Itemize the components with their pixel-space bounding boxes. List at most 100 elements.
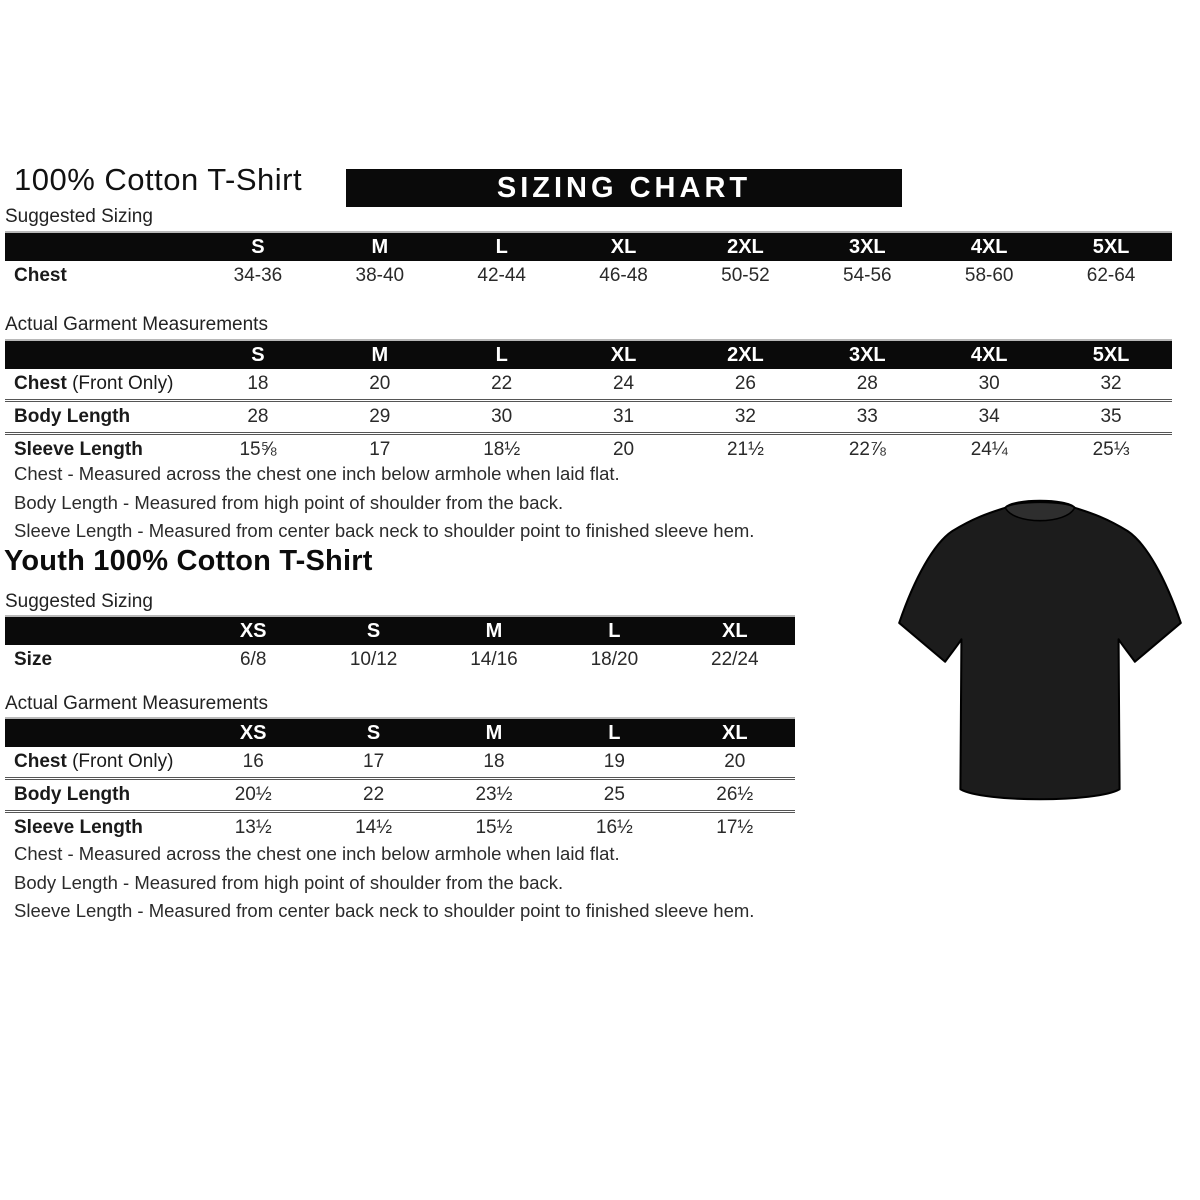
measurement-value: 23½ [433,777,555,812]
size-column-header: XL [562,232,685,261]
size-column-header: XL [674,718,795,747]
adult-actual-measurements-table: S M L XL 2XL 3XL 4XL 5XL Chest (Front Only) 18 20 2… [5,339,1172,465]
measurement-value: 13½ [193,810,314,843]
measurement-value: 21½ [684,432,807,465]
table-header-row: S M L XL 2XL 3XL 4XL 5XL [5,340,1172,369]
table-row: Body Length 20½ 22 23½ 25 26½ [5,777,795,812]
measurement-value: 46-48 [599,265,648,286]
measurement-value: 18 [483,751,505,772]
size-column-header: L [440,232,563,261]
measurement-value: 15⅝ [197,432,319,465]
table-row: Sleeve Length 15⅝ 17 18½ 20 21½ 22⅞ 24¼ 25⅓ [5,432,1172,465]
tshirt-graphic [898,499,1182,801]
measurement-value: 30 [440,399,563,434]
row-label-header [5,718,193,747]
measurement-value: 32 [684,399,807,434]
measurement-value: 22 [491,373,513,394]
measurement-value: 31 [562,399,685,434]
measurement-value: 35 [1050,399,1172,434]
measurement-value: 25 [554,777,675,812]
measurement-value: 22⅞ [806,432,929,465]
table-header-row: S M L XL 2XL 3XL 4XL 5XL [5,232,1172,261]
measurement-value: 58-60 [964,265,1014,286]
measurement-value: 62-64 [1086,265,1136,286]
sizing-chart-banner-label: SIZING CHART [496,171,752,204]
note-line: Body Length - Measured from high point o… [14,491,564,513]
size-column-header: L [554,718,675,747]
size-column-header: 5XL [1050,232,1172,261]
size-column-header: XL [674,616,795,645]
row-label-header [5,340,197,369]
size-column-header: 3XL [806,232,929,261]
measurement-value: 24 [612,373,635,394]
youth-actual-measurements-label: Actual Garment Measurements [5,693,268,714]
measurement-value: 20 [724,751,746,772]
size-column-header: S [197,232,319,261]
table-row: Body Length 28 29 30 31 32 33 34 35 [5,399,1172,434]
measurement-value: 18½ [440,432,563,465]
youth-suggested-sizing-table: XS S M L XL Size 6/8 10/12 14/16 18/20 22/24 [5,615,795,675]
note-line: Sleeve Length - Measured from center bac… [14,520,755,541]
adult-actual-measurements-label: Actual Garment Measurements [5,314,268,335]
row-label: Body Length [5,399,197,434]
black-tshirt-image [886,474,1194,826]
adult-suggested-sizing-label: Suggested Sizing [5,206,153,227]
table-header-row: XS S M L XL [5,718,795,747]
row-label: Size [14,649,53,670]
measurement-value: 26½ [674,777,795,812]
measurement-value: 17 [363,751,385,772]
tshirt-silhouette [898,499,1182,801]
tshirt-collar [1004,501,1076,522]
row-label: Chest (Front Only) [14,373,174,394]
size-column-header: 4XL [928,232,1051,261]
measurement-value: 33 [806,399,929,434]
note-line: Body Length - Measured from high point o… [14,871,564,893]
measurement-value: 32 [1100,373,1122,394]
adult-measurement-notes: Chest - Measured across the chest one in… [14,460,754,546]
measurement-value: 20½ [193,777,314,812]
size-column-header: 2XL [684,232,807,261]
row-label-header [5,616,193,645]
measurement-value: 22/24 [711,649,759,670]
measurement-value: 34 [928,399,1051,434]
measurement-value: 24¼ [928,432,1051,465]
measurement-value: 17 [318,432,441,465]
row-label: Chest [14,265,67,286]
row-label-header [5,232,197,261]
measurement-value: 28 [856,373,878,394]
measurement-value: 18 [247,373,269,394]
measurement-value: 10/12 [349,649,398,670]
youth-section-title: Youth 100% Cotton T-Shirt [4,545,373,577]
measurement-value: 20 [369,373,391,394]
table-row: Chest (Front Only) 18 20 22 24 26 28 30 32 [5,369,1172,401]
table-row: Chest (Front Only) 16 17 18 19 20 [5,747,795,779]
note-line: Chest - Measured across the chest one in… [14,463,620,484]
measurement-value: 28 [197,399,319,434]
size-column-header: 3XL [806,340,929,369]
size-column-header: S [313,616,434,645]
size-column-header: M [318,232,441,261]
row-label: Sleeve Length [5,810,193,843]
measurement-value: 20 [562,432,685,465]
size-column-header: L [440,340,563,369]
adult-suggested-sizing-table: S M L XL 2XL 3XL 4XL 5XL Chest 34-36 38-40 42-44 46-… [5,231,1172,291]
adult-section-title: 100% Cotton T-Shirt [14,162,303,197]
measurement-value: 29 [318,399,441,434]
youth-measurement-notes: Chest - Measured across the chest one in… [14,840,754,926]
note-line: Chest - Measured across the chest one in… [14,843,620,864]
measurement-value: 15½ [433,810,555,843]
table-header-row: XS S M L XL [5,616,795,645]
size-column-header: M [433,616,555,645]
table-row: Chest 34-36 38-40 42-44 46-48 50-52 54-56 58-60… [5,261,1172,291]
measurement-value: 19 [603,751,625,772]
table-row: Sleeve Length 13½ 14½ 15½ 16½ 17½ [5,810,795,843]
measurement-value: 16 [242,751,264,772]
measurement-value: 42-44 [477,265,526,286]
measurement-value: 34-36 [233,265,283,286]
measurement-value: 54-56 [843,265,892,286]
youth-actual-measurements-table: XS S M L XL Chest (Front Only) 16 17 18 19 20 Body … [5,717,795,843]
measurement-value: 38-40 [355,265,405,286]
measurement-value: 14/16 [470,649,518,670]
measurement-value: 18/20 [590,649,639,670]
